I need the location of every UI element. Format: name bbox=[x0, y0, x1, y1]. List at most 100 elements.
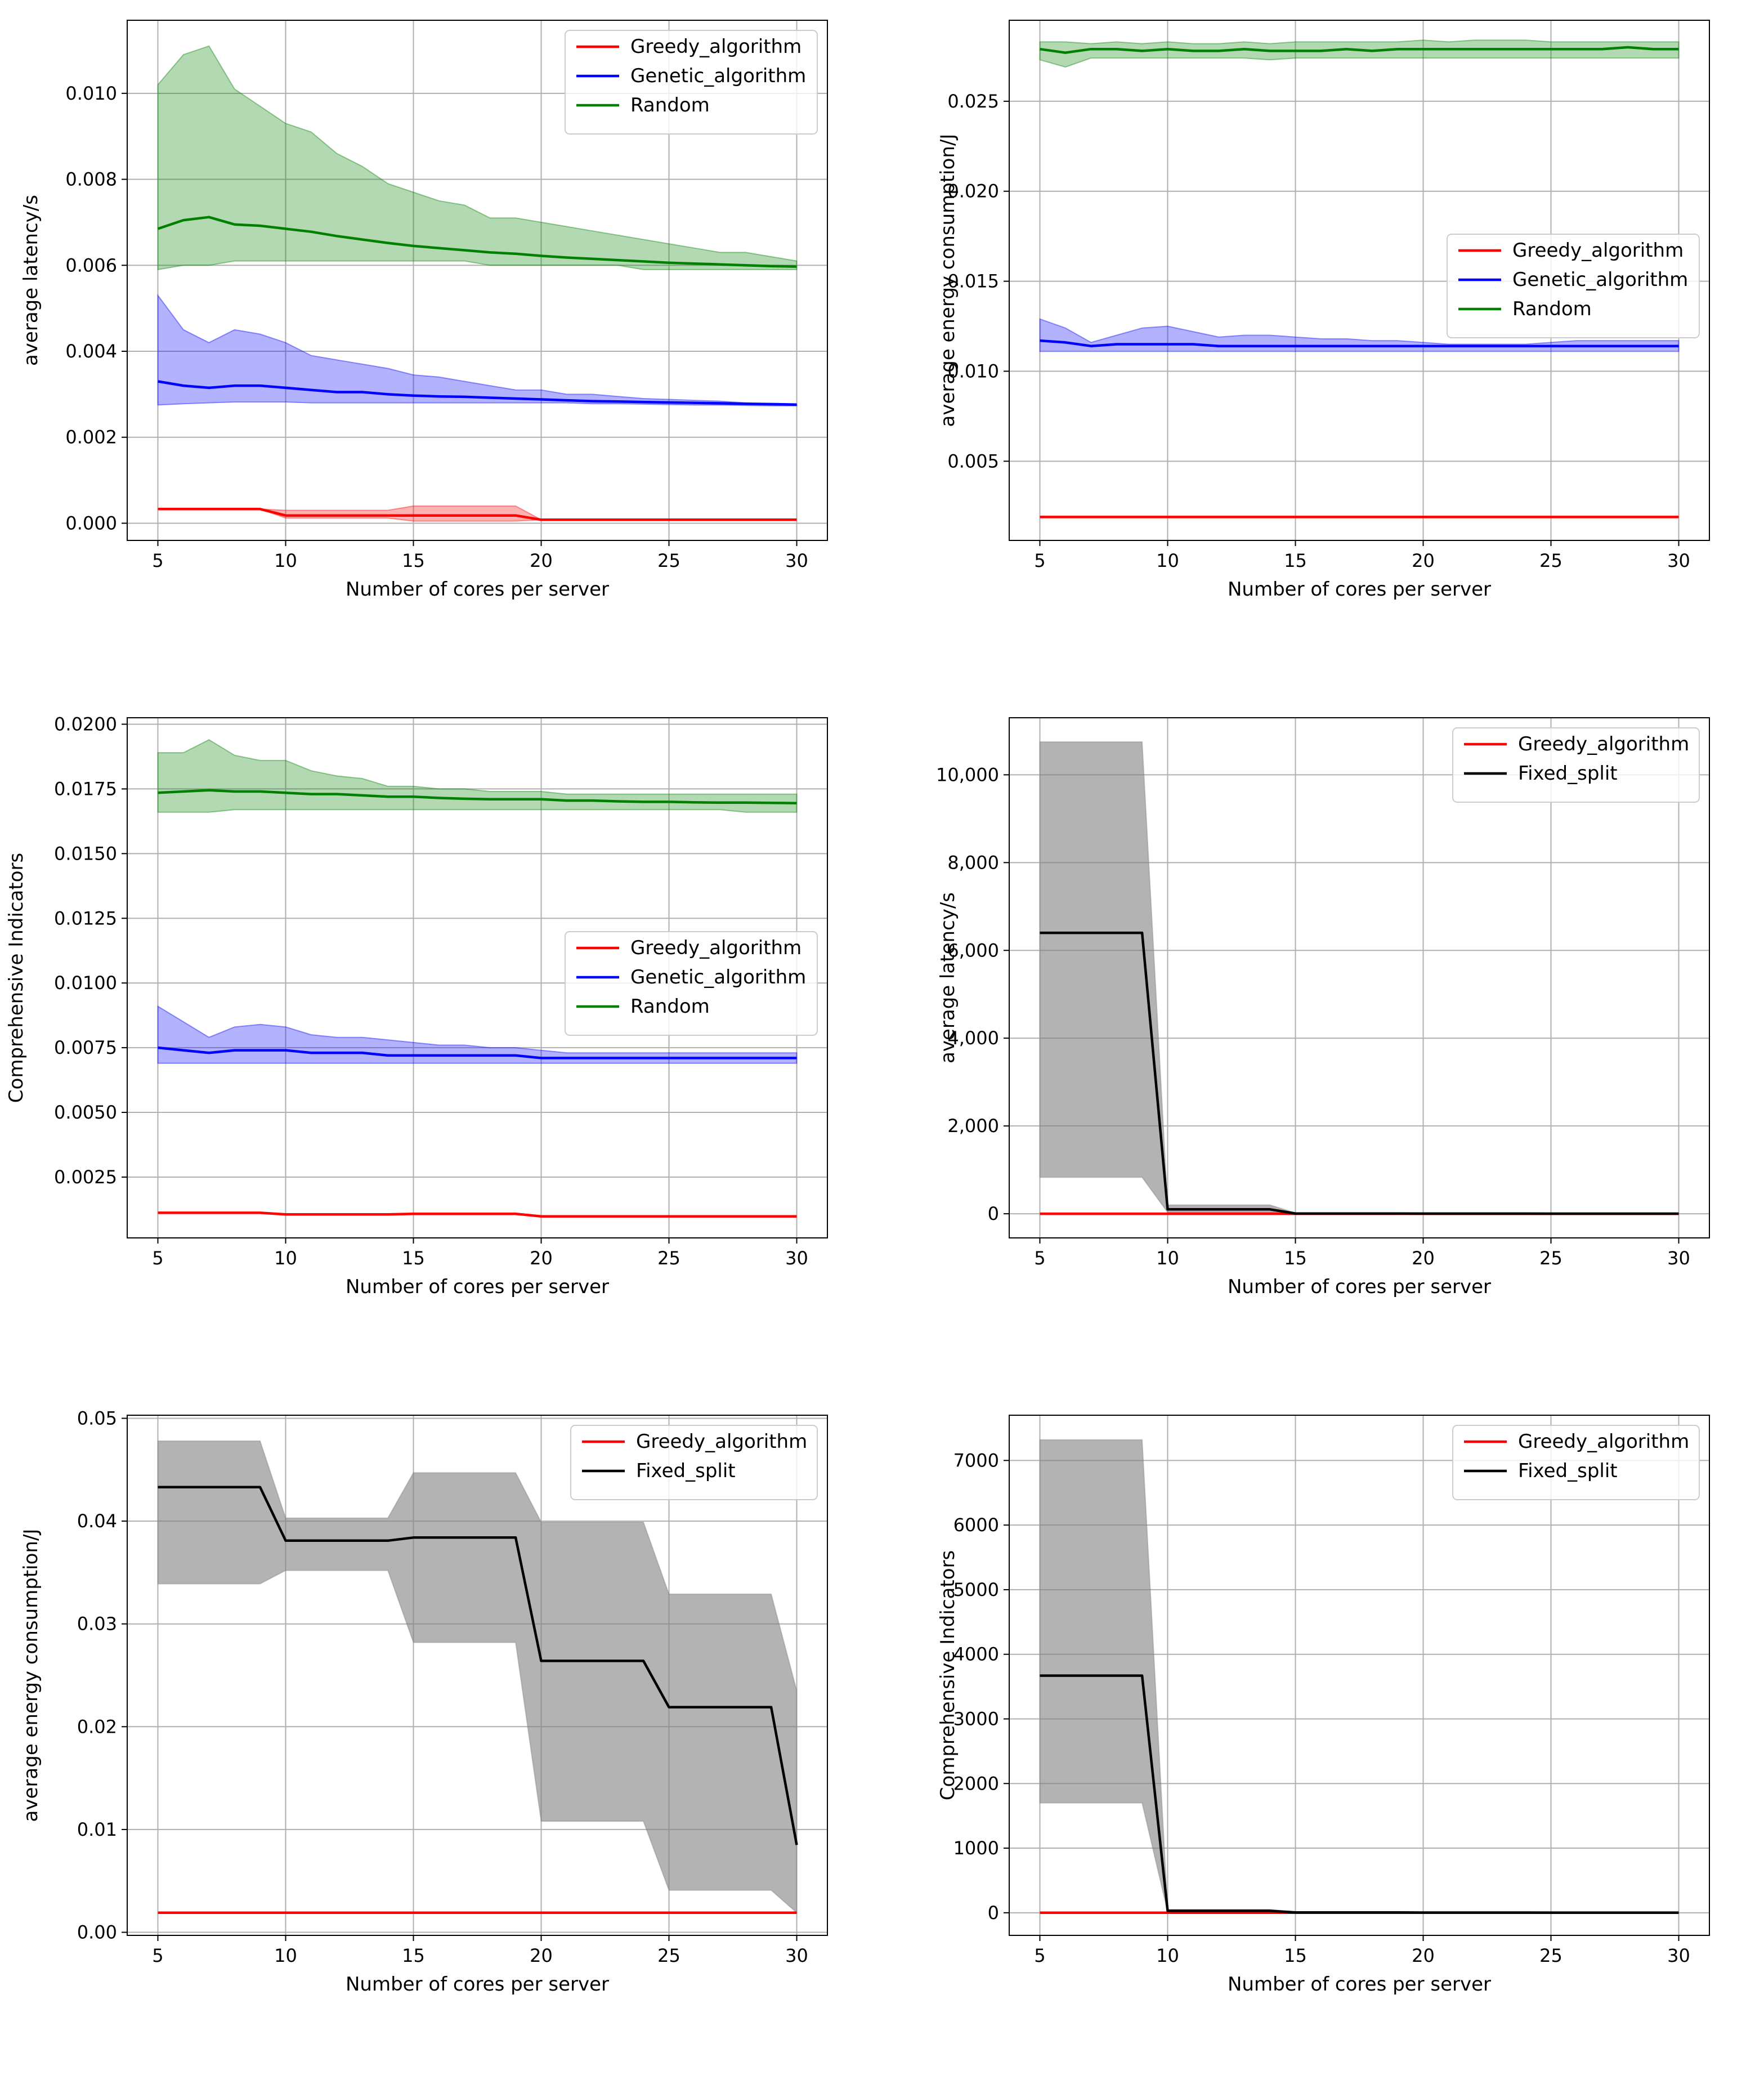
x-tick-label: 20 bbox=[1412, 1247, 1435, 1269]
legend-box bbox=[1452, 1425, 1700, 1500]
chart-middle-right-latency-fixed-split: 5 10 15 20 25 30 Number of cores per server 0 2,… bbox=[936, 717, 1710, 1298]
plot-frame bbox=[1009, 20, 1710, 541]
x-tick-label: 30 bbox=[785, 1945, 808, 1966]
x-tick-label: 20 bbox=[530, 1945, 553, 1966]
y-axis-label: average energy consumption/J bbox=[20, 1529, 42, 1822]
x-axis: 5 10 15 20 25 30 Number of cores per server bbox=[152, 540, 808, 601]
legend-label-genetic-algorithm: Genetic_algorithm bbox=[630, 65, 806, 87]
y-tick-label: 0.0125 bbox=[54, 907, 117, 929]
gridlines bbox=[1009, 20, 1709, 540]
y-tick-label: 0.000 bbox=[65, 512, 117, 534]
x-tick-label: 25 bbox=[1539, 550, 1562, 571]
legend-label-genetic-algorithm: Genetic_algorithm bbox=[630, 966, 806, 989]
legend: Greedy_algorithm Genetic_algorithm Random bbox=[1447, 234, 1700, 338]
legend-box bbox=[570, 1425, 818, 1500]
legend-label-fixed-split: Fixed_split bbox=[1518, 1460, 1618, 1482]
x-tick-label: 30 bbox=[785, 550, 808, 571]
x-tick-label: 5 bbox=[1034, 1945, 1045, 1966]
plot-frame bbox=[127, 20, 828, 541]
chart-bottom-left-energy-fixed-split: 5 10 15 20 25 30 Number of cores per server 0.0… bbox=[20, 1407, 828, 1996]
x-tick-label: 20 bbox=[530, 550, 553, 571]
legend: Greedy_algorithm Fixed_split bbox=[570, 1425, 818, 1500]
line-random bbox=[157, 216, 797, 268]
y-tick-label: 0.002 bbox=[65, 427, 117, 448]
line-genetic-algorithm bbox=[1040, 339, 1679, 347]
x-tick-label: 5 bbox=[152, 1945, 163, 1966]
y-tick-label: 6000 bbox=[953, 1514, 999, 1536]
y-tick-label: 0.0200 bbox=[54, 713, 117, 735]
x-tick-label: 15 bbox=[402, 550, 425, 571]
series-group bbox=[157, 1440, 798, 1915]
y-tick-label: 3000 bbox=[953, 1708, 999, 1729]
y-tick-label: 4000 bbox=[953, 1644, 999, 1665]
x-tick-label: 10 bbox=[1156, 550, 1179, 571]
band-genetic-algorithm bbox=[1039, 318, 1680, 352]
y-tick-label: 0.0175 bbox=[54, 778, 117, 799]
line-fixed-split bbox=[1040, 931, 1679, 1215]
y-tick-label: 0.005 bbox=[947, 450, 999, 472]
line-greedy-algorithm bbox=[158, 1211, 797, 1218]
x-tick-label: 5 bbox=[1034, 550, 1045, 571]
y-axis-label: Comprehensive Indicators bbox=[937, 1550, 959, 1800]
line-random bbox=[1040, 46, 1679, 54]
x-axis-label: Number of cores per server bbox=[1228, 1973, 1491, 1996]
x-tick-label: 15 bbox=[1284, 1945, 1307, 1966]
band-genetic-algorithm bbox=[157, 1005, 798, 1064]
y-tick-label: 7000 bbox=[953, 1450, 999, 1471]
legend-label-greedy-algorithm: Greedy_algorithm bbox=[1518, 733, 1689, 755]
series-group bbox=[157, 739, 798, 1218]
plot-frame bbox=[1009, 717, 1710, 1238]
legend-label-fixed-split: Fixed_split bbox=[636, 1460, 736, 1482]
band-random bbox=[1039, 39, 1680, 68]
band-fixed-split bbox=[157, 1440, 798, 1915]
x-tick-label: 15 bbox=[402, 1945, 425, 1966]
series-group bbox=[1039, 741, 1680, 1215]
x-axis-label: Number of cores per server bbox=[346, 578, 609, 601]
x-tick-label: 15 bbox=[402, 1247, 425, 1269]
legend-box bbox=[565, 30, 818, 135]
x-tick-label: 25 bbox=[1539, 1247, 1562, 1269]
chart-middle-left-comprehensive: 5 10 15 20 25 30 Number of cores per server 0.0… bbox=[5, 713, 828, 1298]
x-tick-label: 30 bbox=[1667, 1247, 1690, 1269]
chart-top-left-latency: 5 10 15 20 25 30 Number of cores per server 0.0… bbox=[20, 20, 828, 601]
y-tick-label: 0 bbox=[988, 1902, 999, 1924]
x-tick-label: 10 bbox=[1156, 1247, 1179, 1269]
x-axis: 5 10 15 20 25 30 Number of cores per server bbox=[1034, 1238, 1690, 1298]
x-tick-label: 30 bbox=[785, 1247, 808, 1269]
legend-label-random: Random bbox=[630, 94, 710, 117]
x-tick-label: 25 bbox=[657, 1945, 680, 1966]
legend-label-greedy-algorithm: Greedy_algorithm bbox=[636, 1430, 807, 1453]
y-axis: 0.000 0.002 0.004 0.006 0.008 0.010 average la… bbox=[20, 83, 127, 534]
y-tick-label: 0.01 bbox=[77, 1819, 117, 1840]
y-tick-label: 8,000 bbox=[947, 852, 999, 873]
y-tick-label: 6,000 bbox=[947, 940, 999, 961]
x-tick-label: 25 bbox=[657, 550, 680, 571]
legend: Greedy_algorithm Fixed_split bbox=[1452, 1425, 1700, 1500]
y-axis-label: average energy consumption/J bbox=[937, 134, 959, 427]
x-tick-label: 20 bbox=[530, 1247, 553, 1269]
y-tick-label: 0.05 bbox=[77, 1407, 117, 1429]
x-axis-label: Number of cores per server bbox=[346, 1276, 609, 1298]
y-tick-label: 2000 bbox=[953, 1773, 999, 1794]
x-tick-label: 25 bbox=[1539, 1945, 1562, 1966]
x-tick-label: 30 bbox=[1667, 550, 1690, 571]
line-genetic-algorithm bbox=[158, 380, 797, 406]
y-tick-label: 0.03 bbox=[77, 1613, 117, 1635]
y-tick-label: 0.008 bbox=[65, 169, 117, 190]
y-tick-label: 0.006 bbox=[65, 254, 117, 276]
legend-label-greedy-algorithm: Greedy_algorithm bbox=[630, 937, 802, 959]
x-tick-label: 10 bbox=[1156, 1945, 1179, 1966]
series-group bbox=[157, 45, 798, 522]
legend-box bbox=[1447, 234, 1700, 338]
legend-label-genetic-algorithm: Genetic_algorithm bbox=[1512, 269, 1688, 291]
band-genetic-algorithm bbox=[157, 293, 798, 406]
y-axis-label: average latency/s bbox=[937, 892, 959, 1063]
x-tick-label: 15 bbox=[1284, 1247, 1307, 1269]
y-tick-label: 4,000 bbox=[947, 1027, 999, 1049]
y-tick-label: 2,000 bbox=[947, 1115, 999, 1137]
y-tick-label: 1000 bbox=[953, 1837, 999, 1859]
line-genetic-algorithm bbox=[158, 1046, 797, 1059]
x-axis: 5 10 15 20 25 30 Number of cores per server bbox=[1034, 1935, 1690, 1996]
series-group bbox=[1039, 1439, 1680, 1915]
